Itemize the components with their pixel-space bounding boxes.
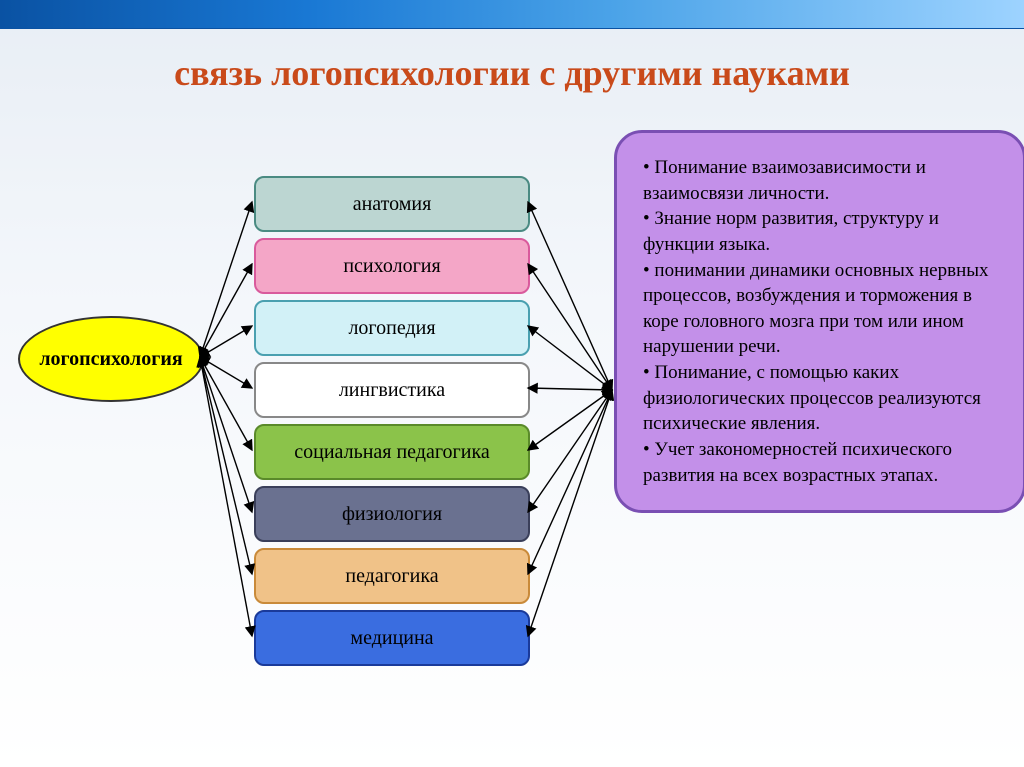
science-box-3: лингвистика (254, 362, 530, 418)
science-box-6: педагогика (254, 548, 530, 604)
info-bullet: • Понимание взаимозависимости и взаимосв… (643, 155, 997, 206)
science-box-label: анатомия (353, 193, 432, 216)
central-node-logopsychology: логопсихология (18, 316, 204, 402)
science-box-7: медицина (254, 610, 530, 666)
info-bullet: • понимании динамики основных нервных пр… (643, 258, 997, 361)
science-box-4: социальная педагогика (254, 424, 530, 480)
info-bullet: • Учет закономерностей психического разв… (643, 437, 997, 488)
science-box-label: физиология (342, 503, 442, 526)
central-node-label: логопсихология (39, 348, 182, 371)
info-panel: • Понимание взаимозависимости и взаимосв… (614, 130, 1024, 513)
info-bullet: • Знание норм развития, структуру и функ… (643, 206, 997, 257)
science-box-label: психология (343, 255, 440, 278)
science-box-label: логопедия (348, 317, 435, 340)
slide-title: связь логопсихологии с другими науками (0, 52, 1024, 94)
info-bullet: • Понимание, с помощью каких физиологиче… (643, 360, 997, 437)
science-box-1: психология (254, 238, 530, 294)
science-box-label: медицина (350, 627, 433, 650)
science-box-2: логопедия (254, 300, 530, 356)
science-box-label: социальная педагогика (294, 441, 490, 464)
science-box-0: анатомия (254, 176, 530, 232)
science-box-5: физиология (254, 486, 530, 542)
top-accent-bar (0, 0, 1024, 29)
science-box-label: лингвистика (339, 379, 445, 402)
science-box-label: педагогика (345, 565, 438, 588)
